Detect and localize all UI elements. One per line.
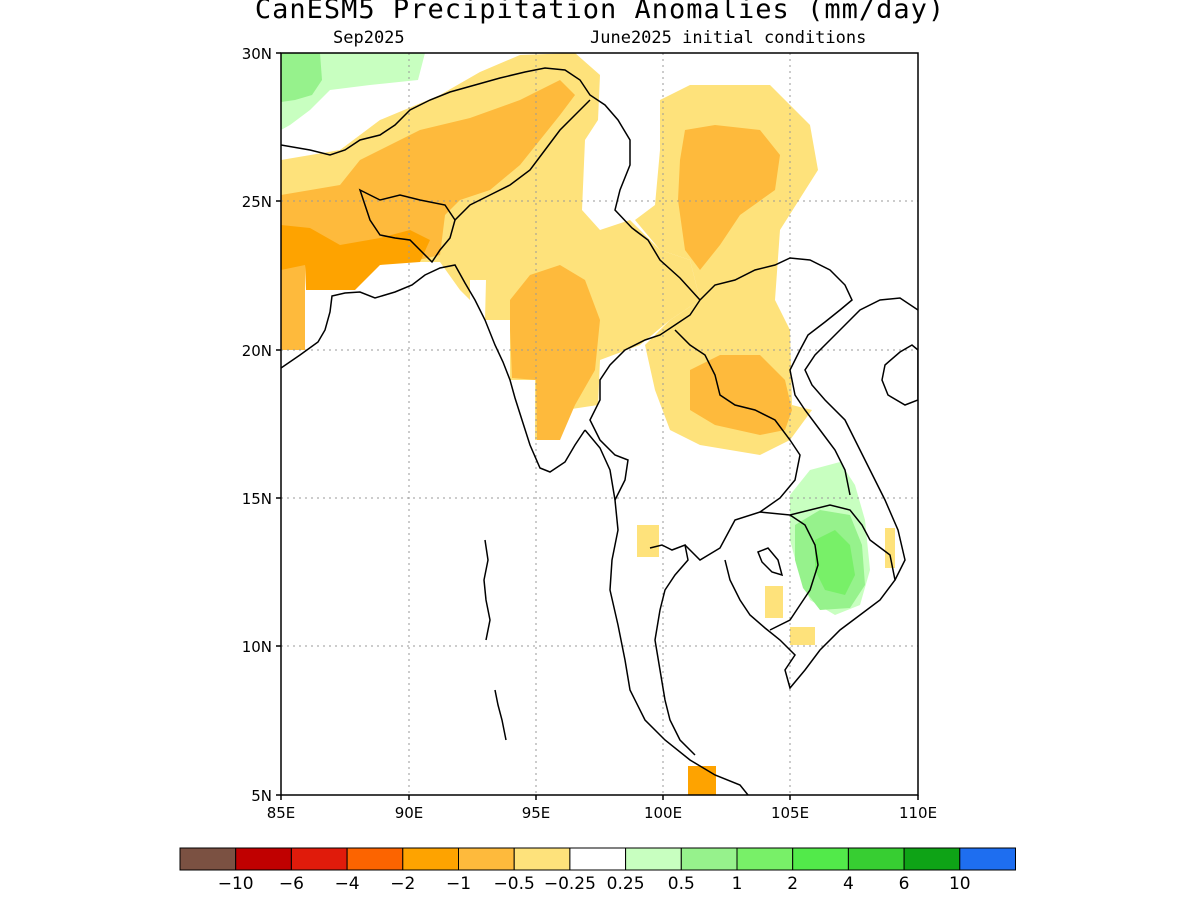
colorbar-label: −10 [218,874,254,894]
colorbar-swatch [179,847,237,871]
colorbar-swatch [235,847,292,871]
initial-conditions-label: June2025 initial conditions [590,28,867,48]
colorbar-swatch [680,847,738,871]
dry-anomaly-moderate-yunnan [678,125,780,270]
colorbar-label: −2 [390,874,415,894]
colorbar-swatch [959,847,1016,871]
border-bangladesh [358,188,456,264]
colorbar: −10 −6 −4 −2 −1 −0.5 −0.25 0.25 0.5 1 2 4 6 10 [179,847,1016,894]
coastline-andaman-islands [483,539,491,641]
lon-label: 95E [522,804,551,822]
colorbar-label: −0.25 [544,874,596,894]
coastline-peninsula-west [584,429,749,795]
gridlines [281,53,918,795]
anomaly-fields [281,53,895,795]
lon-label: 110E [899,804,937,822]
chart-title: CanESM5 Precipitation Anomalies (mm/day) [254,0,946,25]
colorbar-label: 2 [787,874,798,894]
coastlines-and-borders [281,67,918,795]
longitude-labels: 85E 90E 95E 100E 105E 110E [267,804,937,822]
wet-anomaly-tibet-moderate [281,53,322,102]
coastline-hainan [881,344,918,406]
dry-anomaly-patch-andaman [637,525,659,557]
lat-label: 30N [242,45,272,63]
lat-label: 20N [242,342,272,360]
colorbar-label: −6 [279,874,304,894]
lat-label: 25N [242,193,272,211]
colorbar-label: 6 [899,874,910,894]
colorbar-swatch [625,847,682,871]
colorbar-swatch [402,847,459,871]
dry-anomaly-patch-coast [885,528,895,568]
lat-label: 15N [242,490,272,508]
lat-label: 10N [242,638,272,656]
dry-anomaly-patch-cambodia [765,586,783,618]
colorbar-label: 0.25 [607,874,645,894]
dry-anomaly-moderate-west [281,80,575,350]
coastline-nicobar-islands [494,689,507,741]
coastline-gulf-of-thailand [649,543,696,756]
colorbar-swatch [569,847,627,871]
lon-label: 85E [267,804,296,822]
lat-label: 5N [251,787,272,805]
coastline-tonle-sap [757,547,784,577]
colorbar-swatch [792,847,849,871]
colorbar-label: 4 [843,874,854,894]
dry-anomaly-patch-mekong [790,627,815,645]
colorbar-swatch [513,847,571,871]
dry-anomaly-patch-malaysia [688,766,716,795]
colorbar-swatch [903,847,961,871]
lon-label: 105E [771,804,809,822]
border-thailand-laos [674,329,801,513]
border-myanmar-west [454,99,591,221]
forecast-month-label: Sep2025 [333,28,405,48]
colorbar-swatch [346,847,404,871]
border-laos [699,257,853,496]
plot-frame [280,52,919,796]
colorbar-swatch [736,847,794,871]
colorbar-swatch [290,847,348,871]
coastline-vietnam-north [804,297,918,581]
coastline-india-bay-of-bengal [281,264,586,473]
wet-anomaly-vietnam-strong [815,530,855,595]
colorbar-label: 1 [732,874,743,894]
colorbar-swatch [458,847,515,871]
colorbar-label: −4 [335,874,360,894]
colorbar-swatch [847,847,905,871]
border-himalaya [281,67,701,301]
lon-label: 90E [395,804,424,822]
colorbar-label: −0.5 [494,874,535,894]
dry-anomaly-moderate-myanmar [510,265,600,440]
latitude-labels: 30N 25N 20N 15N 10N 5N [242,45,272,805]
coastline-cambodia-vietnam [684,504,896,690]
border-cambodia-vietnam [769,514,819,631]
lon-label: 100E [644,804,682,822]
colorbar-label: 10 [949,874,971,894]
dry-anomaly-strong-bangladesh [281,225,430,290]
tick-marks [276,52,919,800]
colorbar-label: −1 [446,874,471,894]
border-myanmar-thailand [589,299,701,501]
colorbar-label: 0.5 [668,874,695,894]
